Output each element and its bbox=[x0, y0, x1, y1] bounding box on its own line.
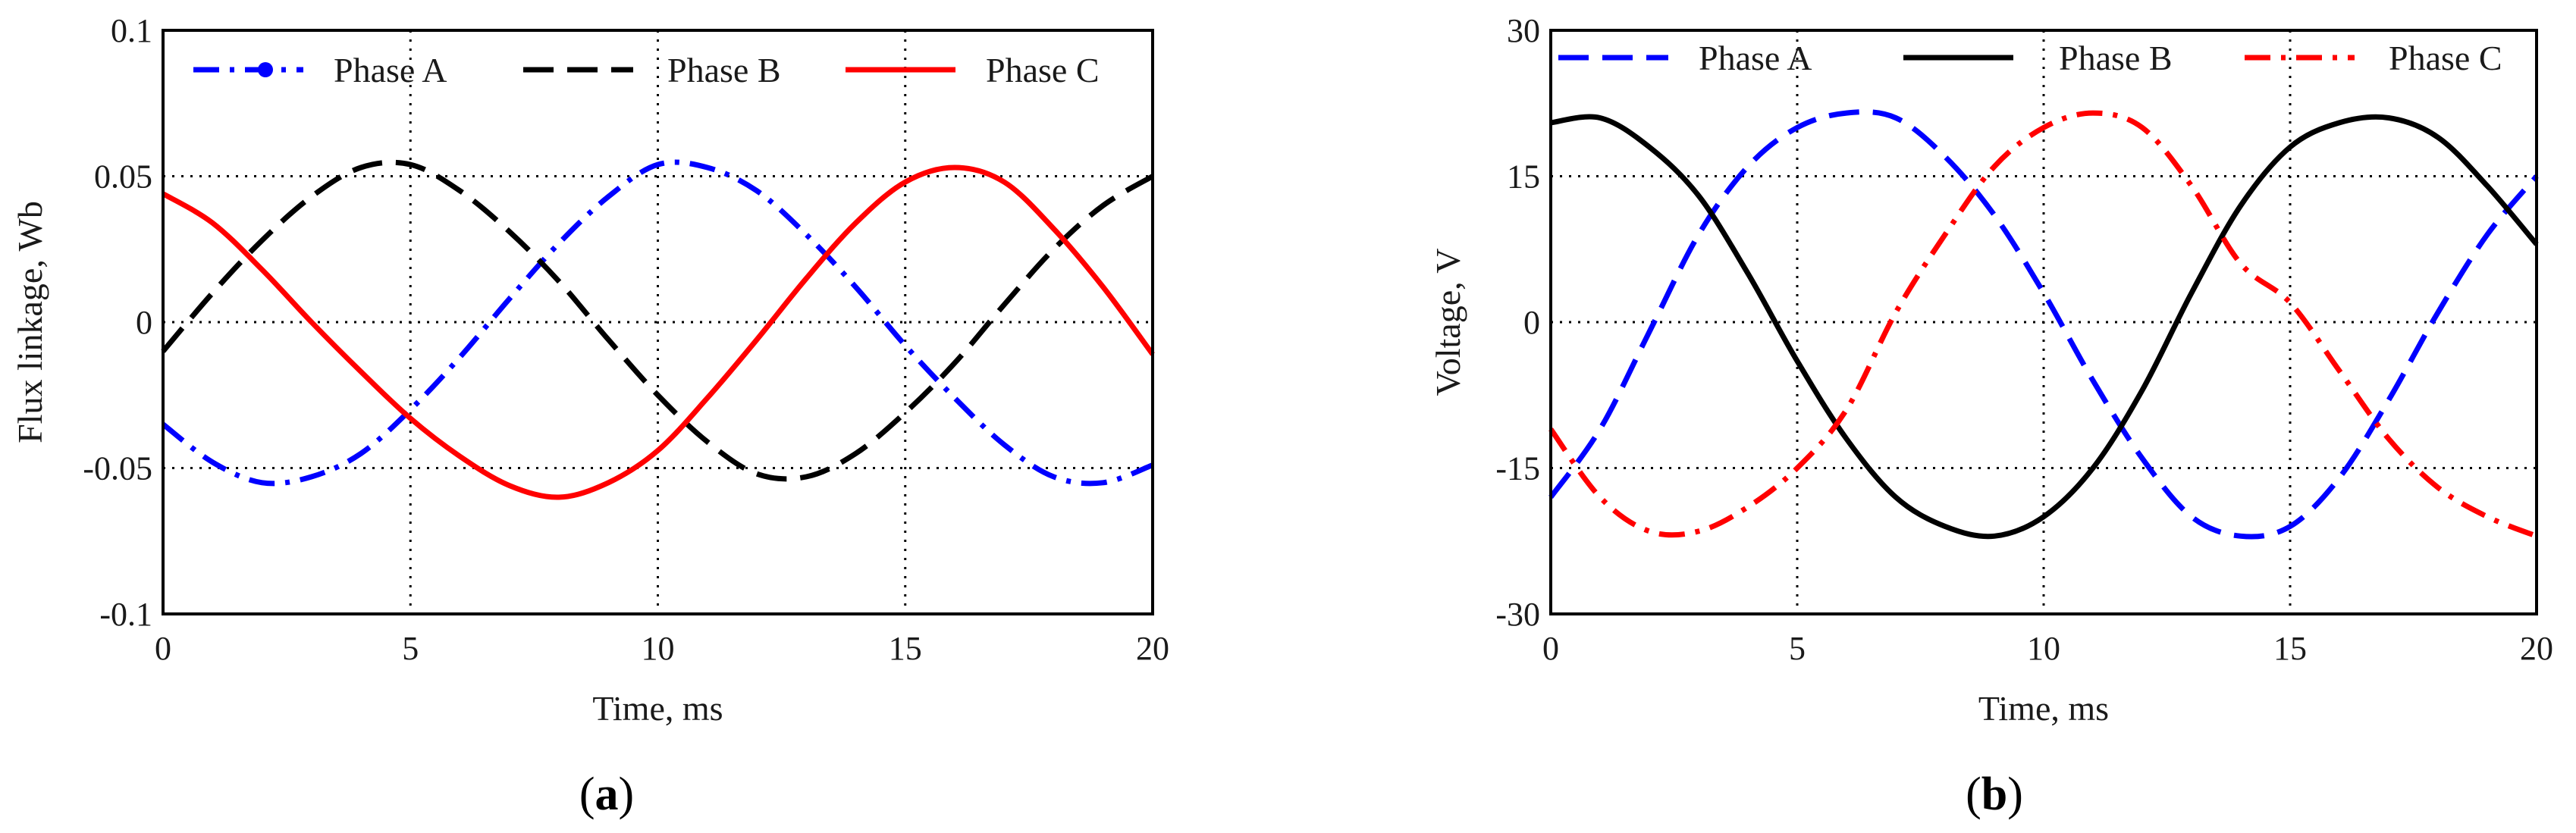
x-tick-label: 20 bbox=[1136, 630, 1169, 667]
legend-marker bbox=[258, 62, 273, 77]
series-line-phase-b bbox=[161, 159, 1154, 482]
legend-label: Phase A bbox=[334, 51, 447, 89]
series-line-phase-c bbox=[1548, 110, 2538, 539]
chart-panel-a: Phase A Phase B Phase C 0 5 10 15 20 -0.1 -0.05 0 0… bbox=[11, 12, 1169, 820]
panel-label: (b) bbox=[1966, 769, 2023, 820]
y-tick-label: -0.1 bbox=[99, 596, 152, 633]
x-tick-label: 10 bbox=[2027, 630, 2060, 667]
panel-label-letter: b bbox=[1981, 769, 2007, 820]
grid bbox=[163, 30, 1153, 614]
y-tick-label: 0 bbox=[136, 304, 152, 341]
series-group bbox=[161, 159, 1155, 500]
series-line-phase-b bbox=[1550, 114, 2539, 540]
x-tick-label: 5 bbox=[402, 630, 419, 667]
legend-label: Phase A bbox=[1699, 39, 1812, 77]
y-tick-label: 0 bbox=[1523, 304, 1540, 341]
panel-label-open: ( bbox=[579, 769, 595, 820]
x-axis-label: Time, ms bbox=[1978, 689, 2109, 728]
plot-frame bbox=[162, 29, 1154, 615]
panel-label-close: ) bbox=[619, 769, 635, 820]
chart-panel-b: Phase A Phase B Phase C 0 5 10 15 20 -30 -15 0 15 30… bbox=[1429, 12, 2553, 820]
x-tick-label: 15 bbox=[889, 630, 922, 667]
y-tick-label: 30 bbox=[1507, 12, 1540, 49]
y-tick-label: 15 bbox=[1507, 158, 1540, 196]
x-tick-label: 5 bbox=[1789, 630, 1806, 667]
plot-frame bbox=[1549, 29, 2538, 615]
legend-label: Phase C bbox=[986, 51, 1100, 89]
legend-label: Phase B bbox=[667, 51, 781, 89]
panel-label-open: ( bbox=[1966, 769, 1981, 820]
x-tick-label: 10 bbox=[642, 630, 675, 667]
y-tick-label: -15 bbox=[1495, 450, 1540, 487]
series-line-phase-c bbox=[162, 164, 1155, 500]
y-tick-label: -0.05 bbox=[83, 450, 152, 487]
grid bbox=[1551, 30, 2537, 614]
x-tick-label: 15 bbox=[2273, 630, 2307, 667]
y-tick-label: 0.1 bbox=[111, 12, 152, 49]
x-tick-label: 20 bbox=[2520, 630, 2553, 667]
y-tick-label: -30 bbox=[1495, 596, 1540, 633]
panel-label-close: ) bbox=[2007, 769, 2023, 820]
series-group bbox=[1548, 109, 2539, 540]
panel-label: (a) bbox=[579, 769, 634, 820]
y-axis-label: Flux linkage, Wb bbox=[11, 201, 49, 443]
x-axis-label: Time, ms bbox=[592, 689, 723, 728]
x-tick-label: 0 bbox=[155, 630, 171, 667]
series-line-phase-a bbox=[161, 159, 1154, 487]
panel-label-letter: a bbox=[595, 769, 619, 820]
legend-label: Phase C bbox=[2389, 39, 2502, 77]
y-tick-label: 0.05 bbox=[94, 158, 152, 196]
legend-label: Phase B bbox=[2059, 39, 2173, 77]
x-tick-label: 0 bbox=[1542, 630, 1559, 667]
y-axis-label: Voltage, V bbox=[1429, 248, 1467, 396]
